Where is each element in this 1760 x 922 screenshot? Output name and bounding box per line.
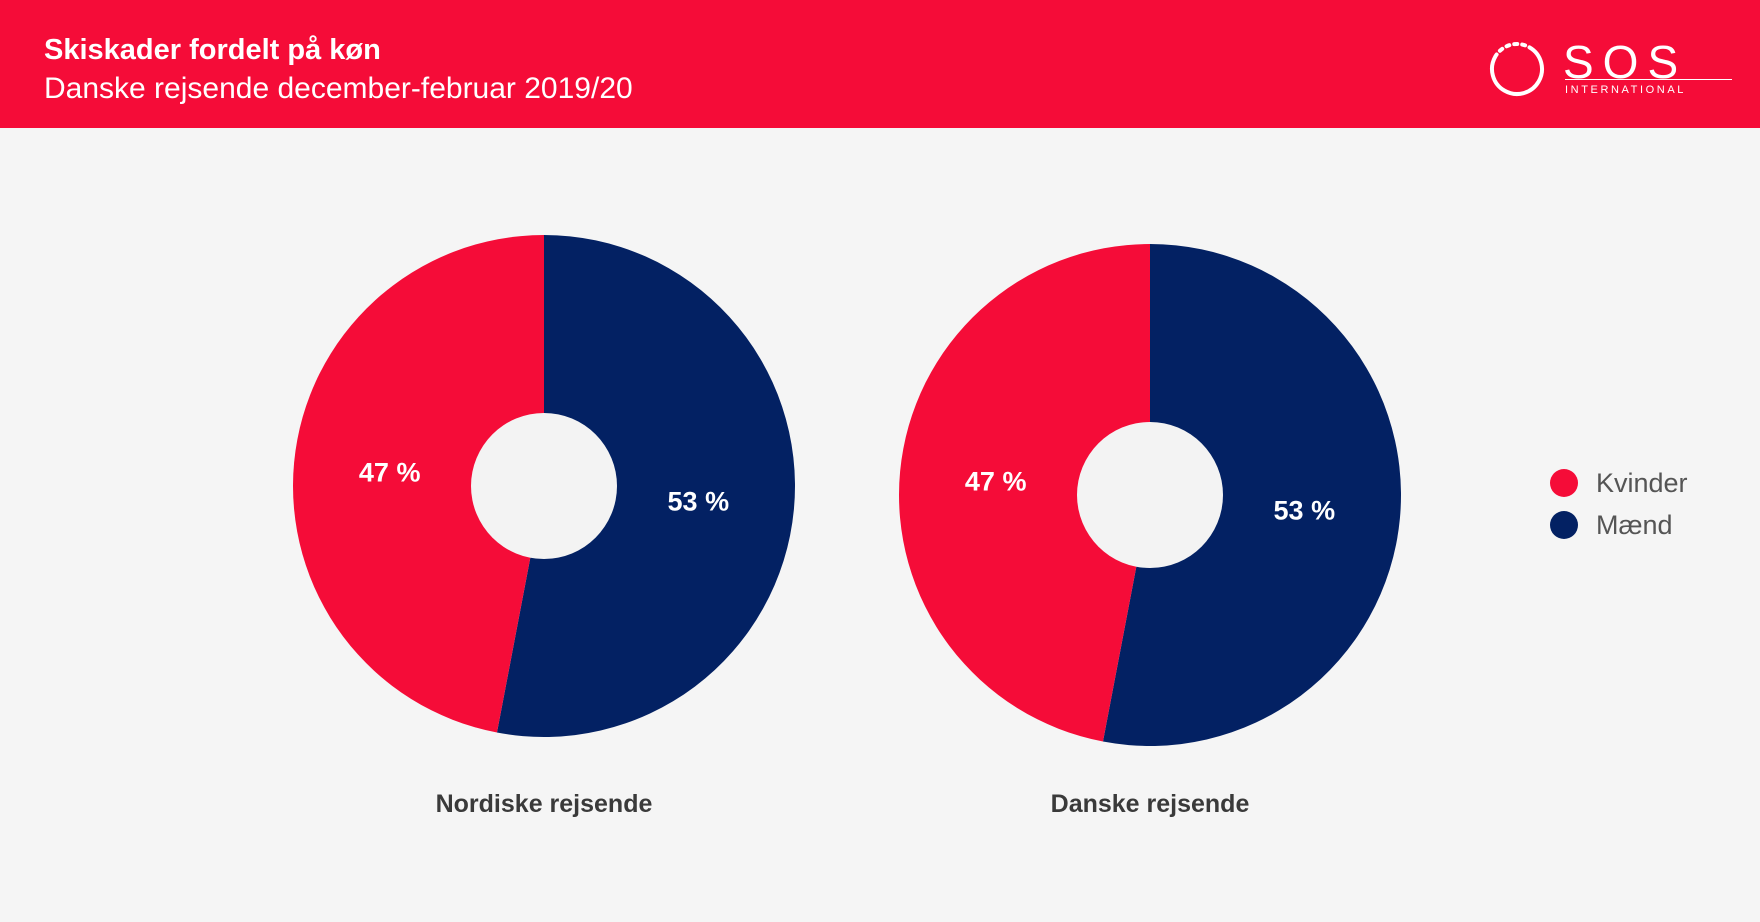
logo-ring-icon bbox=[1490, 42, 1544, 96]
value-label-mnd: 53 % bbox=[668, 487, 730, 517]
legend-item-kvinder: Kvinder bbox=[1550, 462, 1688, 504]
legend-item-maend: Mænd bbox=[1550, 504, 1688, 546]
logo-divider bbox=[1565, 79, 1732, 80]
legend-label-maend: Mænd bbox=[1596, 509, 1673, 540]
pie-slice-kvinder bbox=[293, 235, 544, 733]
donut-hole bbox=[471, 413, 617, 559]
legend-swatch-maend bbox=[1550, 511, 1578, 539]
pie-slice-kvinder bbox=[898, 244, 1150, 742]
legend: Kvinder Mænd bbox=[1550, 462, 1688, 546]
pie-slice-mnd bbox=[1102, 244, 1401, 746]
header-banner: Skiskader fordelt på køn Danske rejsende… bbox=[0, 0, 1760, 128]
value-label-mnd: 53 % bbox=[1274, 496, 1336, 526]
value-label-kvinder: 47 % bbox=[359, 457, 421, 487]
legend-swatch-kvinder bbox=[1550, 469, 1578, 497]
pie-slice-mnd bbox=[496, 235, 796, 737]
page-title: Skiskader fordelt på køn bbox=[44, 34, 381, 66]
page-subtitle: Danske rejsende december-februar 2019/20 bbox=[44, 72, 633, 105]
donut-hole bbox=[1077, 422, 1223, 568]
legend-label-kvinder: Kvinder bbox=[1596, 467, 1688, 498]
sos-logo: SOS INTERNATIONAL bbox=[1488, 36, 1732, 102]
value-label-kvinder: 47 % bbox=[965, 466, 1027, 496]
chart-caption: Nordiske rejsende bbox=[435, 790, 653, 818]
chart-caption: Danske rejsende bbox=[1050, 790, 1250, 818]
logo-subtext: INTERNATIONAL bbox=[1565, 84, 1686, 96]
